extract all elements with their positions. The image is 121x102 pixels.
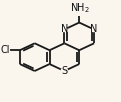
Circle shape [61,68,68,74]
Text: N: N [90,24,98,34]
Text: Cl: Cl [0,45,10,55]
Circle shape [91,27,97,32]
Text: S: S [61,66,67,76]
Circle shape [1,47,9,54]
Text: N: N [61,24,68,34]
Text: NH$_2$: NH$_2$ [70,2,90,15]
Circle shape [62,27,67,32]
